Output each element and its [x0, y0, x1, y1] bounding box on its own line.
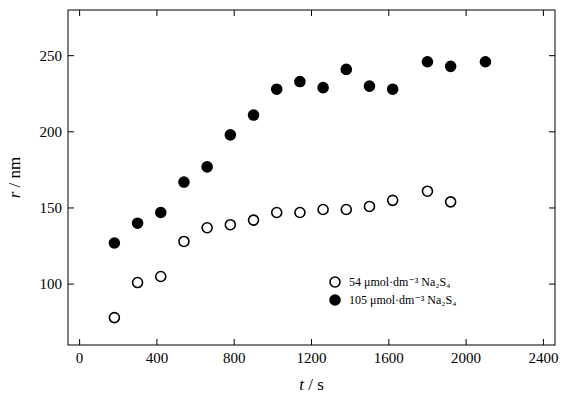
point: [202, 162, 212, 172]
x-tick-top: [79, 10, 80, 16]
point: [179, 177, 189, 187]
point: [202, 223, 212, 233]
point: [388, 84, 398, 94]
x-tick-label: 1600: [374, 350, 404, 366]
y-tick: [68, 284, 74, 285]
x-tick-top: [234, 10, 235, 16]
plot-frame: [68, 10, 555, 345]
x-tick: [79, 339, 80, 345]
x-tick-label: 1200: [297, 350, 327, 366]
point: [109, 238, 119, 248]
point: [388, 195, 398, 205]
x-tick-top: [311, 10, 312, 16]
y-tick-label: 100: [40, 276, 63, 292]
point: [156, 271, 166, 281]
y-tick-label: 150: [40, 200, 63, 216]
y-tick-label: 200: [40, 124, 63, 140]
x-tick-label: 2400: [528, 350, 558, 366]
point: [422, 57, 432, 67]
legend-label: 54 μmol·dm⁻³ Na₂S₄: [349, 275, 450, 289]
y-tick-right: [549, 131, 555, 132]
y-tick-right: [549, 284, 555, 285]
x-tick-top: [466, 10, 467, 16]
point: [341, 64, 351, 74]
point: [179, 236, 189, 246]
point: [480, 57, 490, 67]
x-tick-label: 400: [146, 350, 169, 366]
x-tick: [311, 339, 312, 345]
point: [364, 81, 374, 91]
point: [225, 220, 235, 230]
y-tick-label: 250: [40, 48, 63, 64]
axis-unit: / s: [304, 375, 324, 394]
x-tick-label: 800: [223, 350, 246, 366]
x-axis-label: t / s: [299, 375, 324, 394]
point: [133, 218, 143, 228]
y-tick: [68, 131, 74, 132]
point: [133, 278, 143, 288]
x-tick-label: 2000: [451, 350, 481, 366]
point: [341, 204, 351, 214]
point: [295, 208, 305, 218]
point: [364, 201, 374, 211]
point: [446, 61, 456, 71]
x-tick-label: 0: [76, 350, 84, 366]
x-tick-top: [156, 10, 157, 16]
point: [109, 313, 119, 323]
x-tick: [543, 339, 544, 345]
point: [156, 208, 166, 218]
y-tick: [68, 207, 74, 208]
point: [272, 84, 282, 94]
legend-marker: [330, 295, 340, 305]
legend-label: 105 μmol·dm⁻³ Na₂S₄: [349, 293, 456, 307]
chart: 0 400 800 1200 1600 2000 2400 100 150 200 250 t / s…: [0, 0, 567, 398]
point: [225, 130, 235, 140]
y-tick-right: [549, 207, 555, 208]
point: [249, 215, 259, 225]
legend-marker: [330, 277, 340, 287]
axis-unit: / nm: [5, 157, 24, 192]
x-tick-top: [388, 10, 389, 16]
point: [272, 208, 282, 218]
point: [295, 77, 305, 87]
x-tick: [466, 339, 467, 345]
y-tick: [68, 55, 74, 56]
point: [446, 197, 456, 207]
x-tick: [156, 339, 157, 345]
point: [422, 186, 432, 196]
point: [249, 110, 259, 120]
point: [318, 83, 328, 93]
x-tick-top: [543, 10, 544, 16]
data-points: [109, 57, 490, 323]
x-tick: [234, 339, 235, 345]
y-axis-label: r / nm: [5, 157, 24, 199]
y-tick-right: [549, 55, 555, 56]
x-tick: [388, 339, 389, 345]
point: [318, 204, 328, 214]
